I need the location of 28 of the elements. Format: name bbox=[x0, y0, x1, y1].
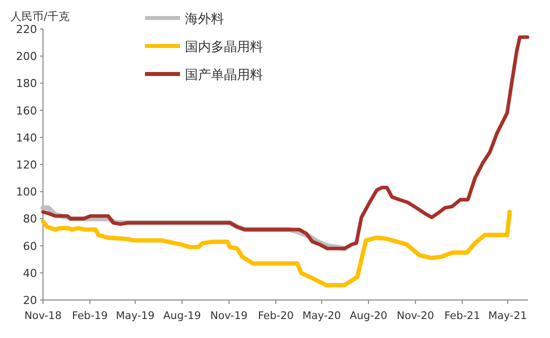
y-tick-label: 100 bbox=[16, 186, 37, 199]
x-tick-label: Nov-20 bbox=[396, 310, 434, 322]
legend-label: 海外料 bbox=[185, 12, 224, 27]
x-tick-label: May-21 bbox=[488, 310, 527, 322]
line-series bbox=[40, 210, 512, 288]
y-tick-label: 40 bbox=[23, 266, 37, 280]
x-tick-label: Feb-21 bbox=[444, 310, 480, 322]
y-tick-label: 220 bbox=[16, 23, 37, 36]
x-tick-label: May-20 bbox=[302, 310, 342, 322]
y-axis-title: 人民币/千克 bbox=[10, 10, 70, 23]
y-tick-label: 160 bbox=[16, 104, 37, 118]
x-tick-label: Nov-18 bbox=[24, 310, 62, 322]
x-tick-label: Nov-19 bbox=[210, 310, 248, 322]
x-tick-label: Feb-20 bbox=[258, 310, 294, 322]
x-tick-label: Feb-19 bbox=[72, 310, 108, 322]
y-tick-label: 180 bbox=[16, 77, 37, 90]
y-tick-label: 200 bbox=[16, 50, 37, 64]
y-tick-label: 80 bbox=[23, 212, 37, 226]
y-tick-label: 60 bbox=[23, 240, 37, 253]
y-tick-label: 120 bbox=[16, 158, 37, 172]
y-tick-label: 20 bbox=[23, 294, 37, 307]
line-series bbox=[41, 35, 530, 250]
x-tick-label: Aug-19 bbox=[163, 310, 201, 322]
y-tick-label: 140 bbox=[16, 131, 37, 144]
x-tick-label: May-19 bbox=[116, 310, 155, 322]
x-tick-label: Aug-20 bbox=[350, 310, 388, 322]
legend-label: 国内多晶用料 bbox=[185, 40, 263, 55]
legend-label: 国产单晶用料 bbox=[185, 68, 263, 83]
